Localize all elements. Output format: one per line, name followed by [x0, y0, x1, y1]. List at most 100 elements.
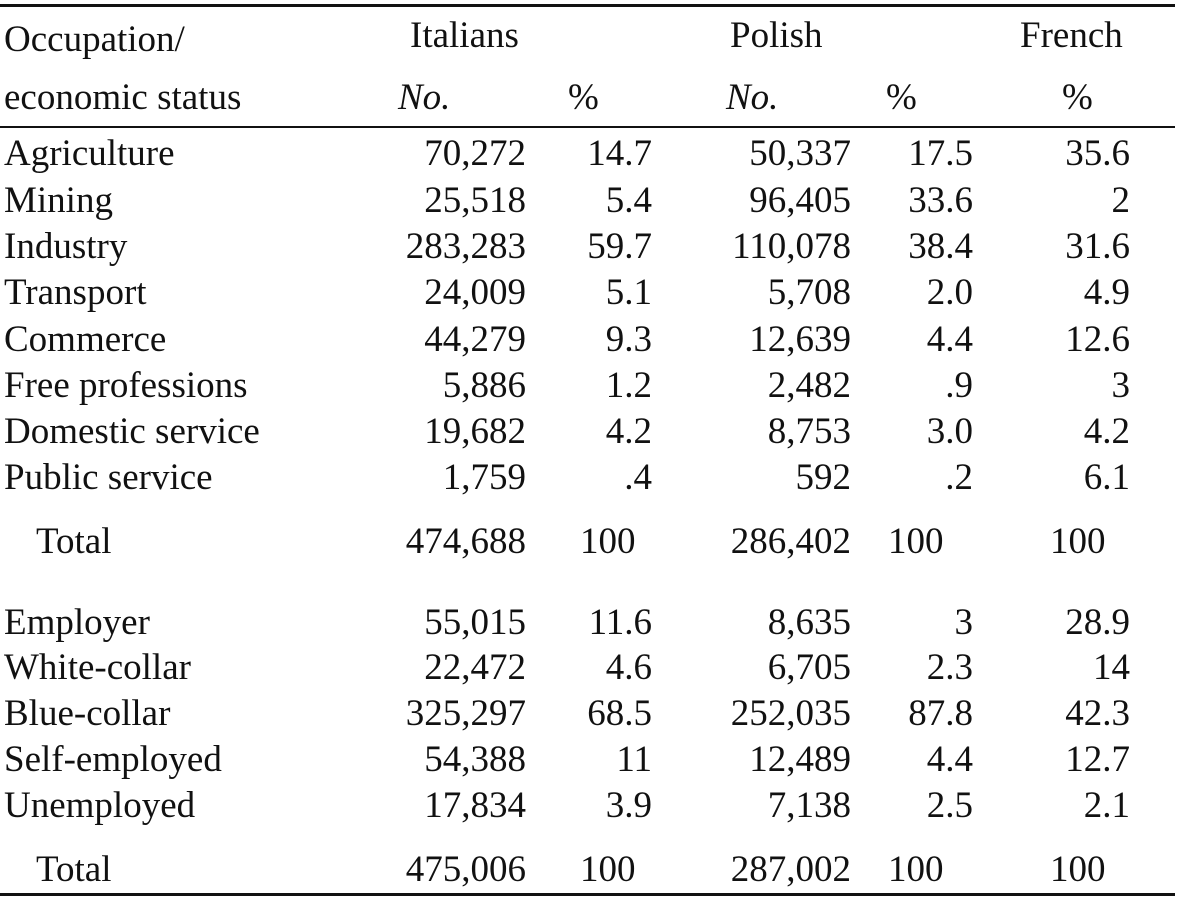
header-polish-pct: %: [886, 77, 917, 118]
status-row-label: Unemployed: [4, 785, 196, 826]
occupation-row-polish-no: 2,482: [767, 365, 851, 406]
status-row-french-pct: 12.7: [1065, 739, 1130, 780]
bottom-rule: [0, 893, 1175, 896]
occupation-row-french-pct: 4.9: [1083, 272, 1130, 313]
status-row-polish-no: 7,138: [767, 785, 851, 826]
occupation-total-row-polish-no: 286,402: [730, 521, 851, 562]
status-row-polish-pct: 3: [954, 602, 974, 643]
occupation-row-italians-no: 25,518: [424, 180, 526, 221]
occupation-row-italians-no: 44,279: [424, 319, 526, 360]
occupation-row-italians-pct: 4.2: [605, 411, 652, 452]
status-row-french-pct: 28.9: [1065, 602, 1130, 643]
occupation-row-polish-no: 12,639: [749, 319, 851, 360]
status-total-row-italians-no: 475,006: [405, 849, 526, 890]
status-total-row-french-pct: 100: [1050, 849, 1106, 890]
header-italians-no: No.: [398, 77, 451, 118]
occupation-row-french-pct: 2: [1111, 180, 1131, 221]
status-row-label: Self-employed: [4, 739, 222, 780]
status-row-polish-no: 252,035: [730, 693, 851, 734]
status-row-polish-pct: 2.5: [926, 785, 973, 826]
occupation-row-polish-no: 110,078: [732, 226, 851, 267]
status-row-italians-pct: 4.6: [605, 647, 652, 688]
occupation-row-italians-pct: 59.7: [587, 226, 652, 267]
occupation-total-row-french-pct: 100: [1050, 521, 1106, 562]
occupation-row-polish-pct: 17.5: [908, 133, 973, 174]
status-row-french-pct: 42.3: [1065, 693, 1130, 734]
status-row-polish-pct: 4.4: [926, 739, 973, 780]
status-row-polish-no: 8,635: [767, 602, 851, 643]
header-occupation-line1: Occupation/: [4, 19, 185, 60]
status-row-italians-no: 54,388: [424, 739, 526, 780]
occupation-row-french-pct: 31.6: [1065, 226, 1130, 267]
occupation-row-italians-no: 19,682: [424, 411, 526, 452]
header-rule: [0, 126, 1175, 128]
occupation-row-polish-pct: 38.4: [908, 226, 973, 267]
occupation-row-polish-pct: 33.6: [908, 180, 973, 221]
occupation-row-italians-no: 283,283: [405, 226, 526, 267]
occupation-row-polish-pct: 2.0: [926, 272, 973, 313]
occupation-row-french-pct: 3: [1111, 365, 1131, 406]
status-total-row-polish-pct: 100: [888, 849, 944, 890]
occupation-row-polish-no: 592: [795, 457, 852, 498]
header-french: French: [1020, 15, 1123, 56]
status-row-italians-no: 17,834: [424, 785, 526, 826]
status-total-row-italians-pct: 100: [580, 849, 636, 890]
occupation-row-polish-no: 5,708: [767, 272, 851, 313]
header-french-pct: %: [1062, 77, 1093, 118]
occupation-row-label: Commerce: [4, 319, 167, 360]
occupation-row-label: Industry: [4, 226, 128, 267]
occupation-row-french-pct: 6.1: [1083, 457, 1130, 498]
occupation-row-polish-pct: .9: [945, 365, 973, 406]
status-row-italians-pct: 11.6: [588, 602, 652, 643]
occupation-row-polish-no: 96,405: [749, 180, 851, 221]
occupation-total-row-italians-no: 474,688: [405, 521, 526, 562]
status-row-italians-no: 22,472: [424, 647, 526, 688]
status-row-label: Employer: [4, 602, 150, 643]
status-total-row-polish-no: 287,002: [730, 849, 851, 890]
occupation-row-italians-pct: 9.3: [605, 319, 652, 360]
status-total-row-label: Total: [36, 849, 112, 890]
occupation-row-french-pct: 35.6: [1065, 133, 1130, 174]
occupation-row-label: Free professions: [4, 365, 248, 406]
status-row-polish-no: 6,705: [767, 647, 851, 688]
occupation-row-polish-pct: 4.4: [926, 319, 973, 360]
occupation-row-polish-pct: .2: [945, 457, 973, 498]
status-row-polish-pct: 2.3: [926, 647, 973, 688]
occupation-row-french-pct: 12.6: [1065, 319, 1130, 360]
header-polish-no: No.: [726, 77, 779, 118]
status-row-italians-pct: 68.5: [587, 693, 652, 734]
occupation-row-italians-pct: .4: [624, 457, 652, 498]
occupation-row-italians-no: 24,009: [424, 272, 526, 313]
occupation-row-polish-pct: 3.0: [926, 411, 973, 452]
occupation-row-label: Public service: [4, 457, 213, 498]
occupation-row-italians-pct: 5.1: [605, 272, 652, 313]
status-row-italians-no: 325,297: [405, 693, 526, 734]
occupation-row-label: Agriculture: [4, 133, 175, 174]
status-row-polish-pct: 87.8: [908, 693, 973, 734]
header-occupation-line2: economic status: [4, 77, 242, 118]
top-rule: [0, 4, 1175, 7]
status-row-label: Blue-collar: [4, 693, 171, 734]
occupation-row-polish-no: 50,337: [749, 133, 851, 174]
status-row-label: White-collar: [4, 647, 191, 688]
occupation-row-italians-pct: 14.7: [587, 133, 652, 174]
occupation-total-row-polish-pct: 100: [888, 521, 944, 562]
occupation-total-row-italians-pct: 100: [580, 521, 636, 562]
occupation-row-italians-no: 1,759: [442, 457, 526, 498]
header-italians: Italians: [410, 15, 519, 56]
occupation-row-label: Domestic service: [4, 411, 260, 452]
status-row-french-pct: 2.1: [1083, 785, 1130, 826]
occupation-row-label: Transport: [4, 272, 147, 313]
occupation-total-row-label: Total: [36, 521, 112, 562]
occupation-row-italians-no: 70,272: [424, 133, 526, 174]
occupation-row-italians-pct: 1.2: [605, 365, 652, 406]
occupation-row-italians-pct: 5.4: [605, 180, 652, 221]
occupation-row-french-pct: 4.2: [1083, 411, 1130, 452]
occupation-row-italians-no: 5,886: [442, 365, 526, 406]
status-row-italians-pct: 3.9: [605, 785, 652, 826]
status-row-french-pct: 14: [1093, 647, 1130, 688]
occupation-row-label: Mining: [4, 180, 113, 221]
header-italians-pct: %: [568, 77, 599, 118]
status-row-italians-no: 55,015: [424, 602, 526, 643]
occupation-row-polish-no: 8,753: [767, 411, 851, 452]
